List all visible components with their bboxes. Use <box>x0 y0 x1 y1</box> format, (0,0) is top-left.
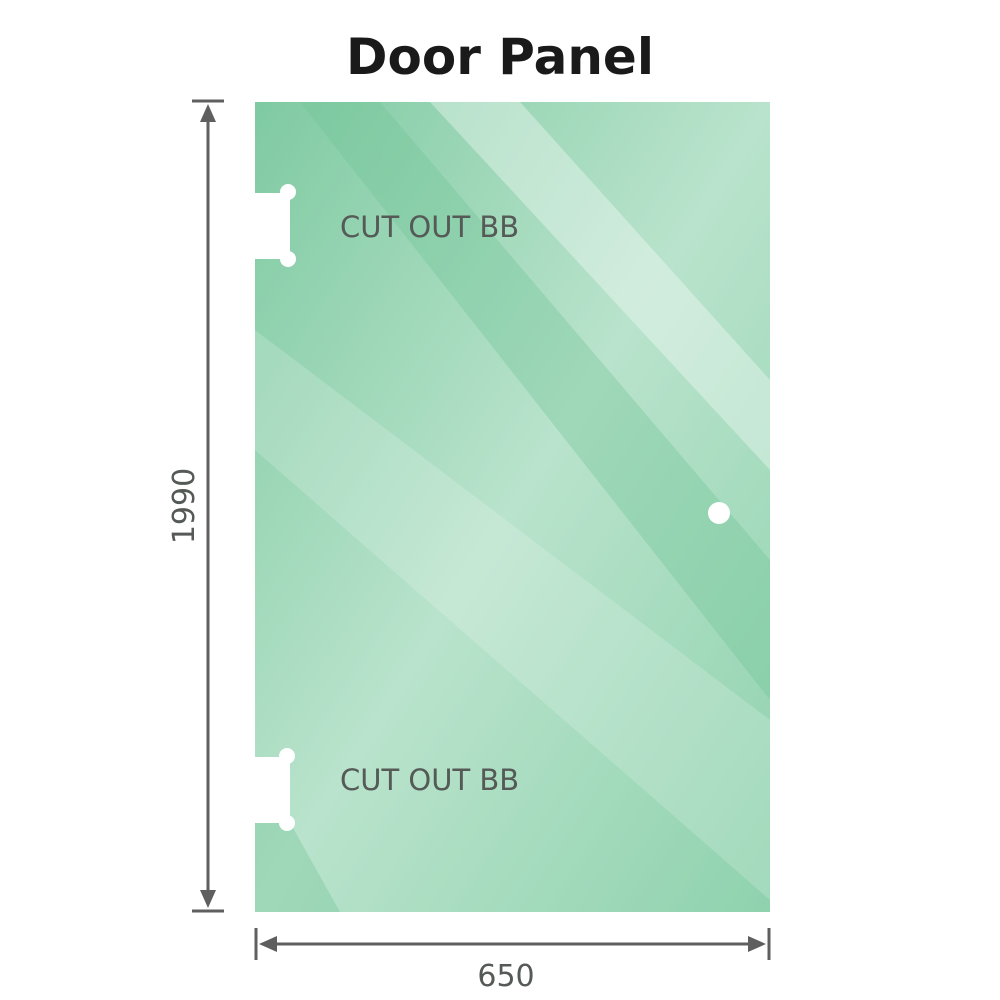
glass-panel <box>255 102 770 912</box>
width-label: 650 <box>477 959 534 994</box>
cutout-bottom <box>250 748 295 831</box>
diagram-title: Door Panel <box>346 28 654 86</box>
cutout-label-bottom: CUT OUT BB <box>340 763 519 797</box>
height-label: 1990 <box>167 468 202 544</box>
cutout-top <box>250 184 296 267</box>
height-dimension-line <box>192 99 224 913</box>
handle-hole <box>708 502 730 524</box>
width-dimension-line <box>254 928 771 960</box>
cutout-label-top: CUT OUT BB <box>340 210 519 244</box>
